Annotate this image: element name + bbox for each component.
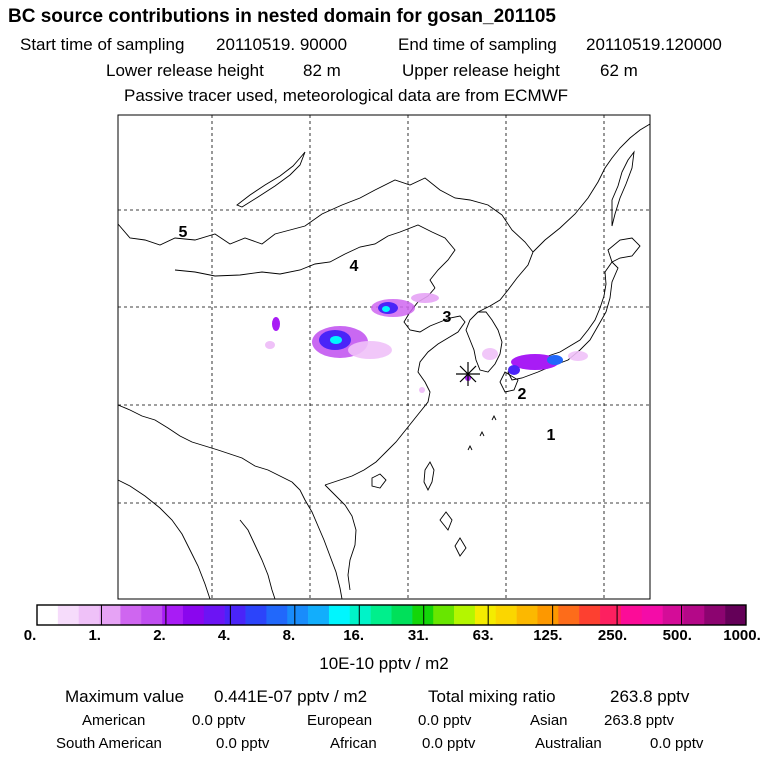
colorbar-swatch [203, 605, 225, 625]
colorbar-swatch [370, 605, 392, 625]
colorbar-tick-label: 4. [217, 627, 231, 644]
colorbar-tick-label: 2. [153, 627, 166, 644]
colorbar-swatch [620, 605, 643, 625]
total-mixing-label: Total mixing ratio [428, 687, 556, 706]
region-label-2: 2 [518, 386, 527, 403]
lower-release-label: Lower release height [106, 61, 264, 80]
region-african-name: African [330, 735, 377, 752]
colorbar-tick-label: 0. [23, 627, 37, 644]
colorbar-swatch [474, 605, 497, 625]
upper-release-label: Upper release height [402, 61, 560, 80]
region-australian-value: 0.0 pptv [650, 735, 704, 752]
colorbar-swatch [349, 605, 371, 625]
region-label-1: 1 [547, 427, 556, 444]
colorbar-swatch [162, 605, 184, 625]
region-american-name: American [82, 712, 146, 729]
colorbar-swatch [537, 605, 559, 625]
region-asian-name: Asian [530, 712, 568, 729]
colorbar-swatch [433, 605, 455, 625]
tracer-note: Passive tracer used, meteorological data… [124, 86, 569, 105]
colorbar [36, 604, 747, 626]
colorbar-swatch [495, 605, 517, 625]
start-time-value: 20110519. 90000 [216, 35, 348, 54]
colorbar-swatch [662, 605, 684, 625]
region-label-5: 5 [179, 224, 188, 241]
region-south-american-name: South American [56, 735, 162, 752]
end-time-value: 20110519.120000 [586, 35, 722, 54]
colorbar-swatch [412, 605, 434, 625]
max-value: 0.441E-07 pptv / m2 [214, 687, 368, 706]
colorbar-swatch [287, 605, 309, 625]
colorbar-swatch [308, 605, 330, 625]
receptor-asterisk-marker [456, 362, 480, 386]
colorbar-tick-label: 16. [343, 627, 365, 644]
colorbar-swatch [579, 605, 601, 625]
colorbar-tick-label: 500. [662, 627, 692, 644]
colorbar-swatch [224, 605, 246, 625]
colorbar-swatch [704, 605, 726, 625]
upper-release-value: 62 m [600, 61, 638, 80]
tracer-plumes [265, 293, 588, 393]
end-time-label: End time of sampling [398, 35, 557, 54]
colorbar-swatch [266, 605, 288, 625]
colorbar-tick-label: 125. [533, 627, 563, 644]
region-south-american-value: 0.0 pptv [216, 735, 270, 752]
region-label-3: 3 [443, 309, 452, 326]
colorbar-swatch [120, 605, 142, 625]
colorbar-swatch [245, 605, 267, 625]
max-value-label: Maximum value [65, 687, 185, 706]
colorbar-swatch [558, 605, 580, 625]
colorbar-tick-label: 250. [597, 627, 628, 644]
colorbar-tick-label: 31. [407, 627, 429, 644]
start-time-label: Start time of sampling [20, 35, 185, 54]
region-american-value: 0.0 pptv [192, 712, 246, 729]
total-mixing-value: 263.8 pptv [610, 687, 690, 706]
colorbar-tick-label: 63. [472, 627, 494, 644]
colorbar-swatch [99, 605, 121, 625]
colorbar-tick-label: 1. [88, 627, 101, 644]
colorbar-tick-label: 8. [282, 627, 296, 644]
lower-release-value: 82 m [303, 61, 341, 80]
colorbar-swatch [516, 605, 538, 625]
region-european-name: European [307, 712, 373, 729]
colorbar-swatch [78, 605, 100, 625]
region-european-value: 0.0 pptv [418, 712, 472, 729]
coastlines-and-borders [117, 123, 651, 600]
colorbar-swatch [141, 605, 163, 625]
colorbar-swatch [725, 605, 747, 625]
colorbar-swatch [641, 605, 663, 625]
region-label-4: 4 [350, 258, 359, 275]
plot-title: BC source contributions in nested domain… [8, 6, 556, 27]
colorbar-units: 10E-10 pptv / m2 [319, 654, 449, 673]
colorbar-swatch [37, 605, 59, 625]
colorbar-swatch [600, 605, 622, 625]
colorbar-frame [36, 604, 747, 626]
region-african-value: 0.0 pptv [422, 735, 476, 752]
region-asian-value: 263.8 pptv [604, 712, 675, 729]
colorbar-swatch [182, 605, 205, 625]
colorbar-swatch [57, 605, 79, 625]
region-australian-name: Australian [535, 735, 602, 752]
colorbar-swatch [454, 605, 476, 625]
colorbar-swatch [683, 605, 705, 625]
colorbar-tick-label: 1000. [723, 627, 761, 644]
colorbar-swatch [328, 605, 351, 625]
colorbar-swatch [391, 605, 413, 625]
